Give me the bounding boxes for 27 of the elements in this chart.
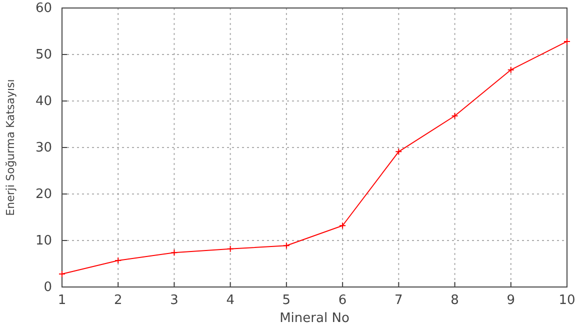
x-tick-label: 7	[394, 293, 403, 308]
x-tick-label: 9	[506, 293, 516, 308]
point	[395, 148, 402, 156]
point	[170, 249, 178, 256]
x-tick-label: 2	[114, 293, 122, 308]
point	[339, 222, 346, 230]
y-tick-label: 0	[44, 280, 52, 296]
x-tick-label: 3	[170, 293, 178, 308]
point	[507, 66, 514, 74]
x-tick-label: 1	[58, 293, 66, 308]
point	[451, 112, 458, 120]
x-tick-label: 6	[338, 293, 347, 308]
point	[114, 256, 122, 264]
y-tick-label: 20	[35, 187, 52, 202]
y-tick-label: 60	[35, 1, 52, 16]
x-tick-label: 10	[558, 293, 575, 308]
y-tick-label: 40	[35, 94, 52, 110]
point	[282, 242, 290, 250]
x-axis-title: Mineral No	[280, 311, 350, 325]
y-axis-title: Enerji Soğurma Katsayısı	[4, 79, 17, 216]
point	[226, 245, 234, 252]
y-tick-label: 50	[35, 48, 52, 63]
x-tick-label: 5	[282, 293, 291, 308]
y-tick-label: 10	[35, 234, 52, 249]
y-tick-label: 30	[35, 140, 52, 156]
x-tick-label: 4	[226, 293, 234, 308]
x-tick-label: 8	[450, 293, 459, 308]
